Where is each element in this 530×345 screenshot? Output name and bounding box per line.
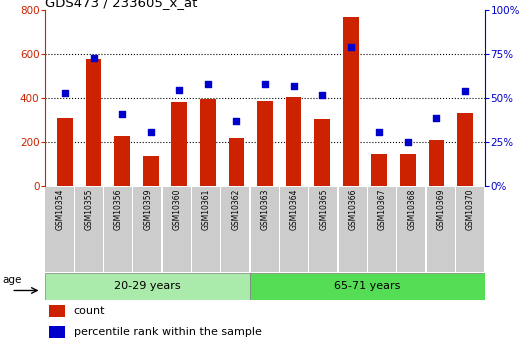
Bar bbox=[57, 118, 73, 186]
Bar bbox=[314, 119, 330, 186]
Text: GSM10361: GSM10361 bbox=[202, 189, 211, 230]
Text: GSM10363: GSM10363 bbox=[261, 189, 269, 230]
Point bbox=[318, 92, 326, 98]
Text: GDS473 / 233605_x_at: GDS473 / 233605_x_at bbox=[45, 0, 197, 9]
Text: GSM10368: GSM10368 bbox=[407, 189, 416, 230]
Bar bbox=[114, 136, 130, 186]
Bar bbox=[163, 187, 191, 272]
Bar bbox=[427, 187, 455, 272]
Point bbox=[375, 129, 384, 135]
Text: GSM10355: GSM10355 bbox=[85, 189, 93, 230]
Text: GSM10369: GSM10369 bbox=[437, 189, 445, 230]
Bar bbox=[372, 154, 387, 186]
Text: GSM10365: GSM10365 bbox=[319, 189, 328, 230]
Text: GSM10367: GSM10367 bbox=[378, 189, 387, 230]
Point bbox=[90, 55, 98, 61]
Bar bbox=[49, 326, 65, 338]
Bar bbox=[456, 187, 484, 272]
Bar bbox=[192, 187, 220, 272]
Point bbox=[232, 118, 241, 124]
Bar bbox=[368, 187, 396, 272]
Bar bbox=[457, 112, 473, 186]
Bar bbox=[251, 187, 279, 272]
Bar bbox=[250, 273, 485, 300]
Bar bbox=[45, 273, 250, 300]
Point bbox=[261, 81, 269, 87]
Bar bbox=[339, 187, 367, 272]
Text: GSM10360: GSM10360 bbox=[173, 189, 181, 230]
Point bbox=[461, 89, 469, 94]
Point bbox=[204, 81, 212, 87]
Point bbox=[403, 139, 412, 145]
Point bbox=[347, 45, 355, 50]
Point bbox=[432, 115, 440, 120]
Text: 65-71 years: 65-71 years bbox=[334, 282, 401, 291]
Bar bbox=[143, 156, 158, 186]
Text: percentile rank within the sample: percentile rank within the sample bbox=[74, 327, 261, 337]
Bar bbox=[257, 100, 273, 186]
Bar bbox=[400, 154, 416, 186]
Bar bbox=[286, 97, 302, 186]
Bar bbox=[200, 99, 216, 186]
Bar bbox=[171, 102, 187, 186]
Text: GSM10370: GSM10370 bbox=[466, 189, 475, 230]
Bar bbox=[75, 187, 103, 272]
Point bbox=[175, 87, 183, 92]
Text: 20-29 years: 20-29 years bbox=[114, 282, 181, 291]
Point bbox=[146, 129, 155, 135]
Bar bbox=[429, 140, 444, 186]
Text: GSM10359: GSM10359 bbox=[143, 189, 152, 230]
Text: GSM10362: GSM10362 bbox=[231, 189, 240, 230]
Bar bbox=[134, 187, 162, 272]
Bar bbox=[343, 17, 359, 186]
Bar bbox=[280, 187, 308, 272]
Bar bbox=[310, 187, 338, 272]
Text: GSM10354: GSM10354 bbox=[55, 189, 64, 230]
Text: GSM10364: GSM10364 bbox=[290, 189, 299, 230]
Bar bbox=[86, 59, 101, 186]
Point bbox=[289, 83, 298, 89]
Text: GSM10366: GSM10366 bbox=[349, 189, 357, 230]
Text: age: age bbox=[2, 275, 22, 285]
Bar bbox=[46, 187, 74, 272]
Bar bbox=[398, 187, 426, 272]
Point bbox=[118, 111, 127, 117]
Bar bbox=[49, 305, 65, 317]
Bar bbox=[104, 187, 132, 272]
Point bbox=[61, 90, 69, 96]
Bar bbox=[222, 187, 250, 272]
Text: GSM10356: GSM10356 bbox=[114, 189, 123, 230]
Text: count: count bbox=[74, 306, 105, 316]
Bar bbox=[228, 138, 244, 186]
